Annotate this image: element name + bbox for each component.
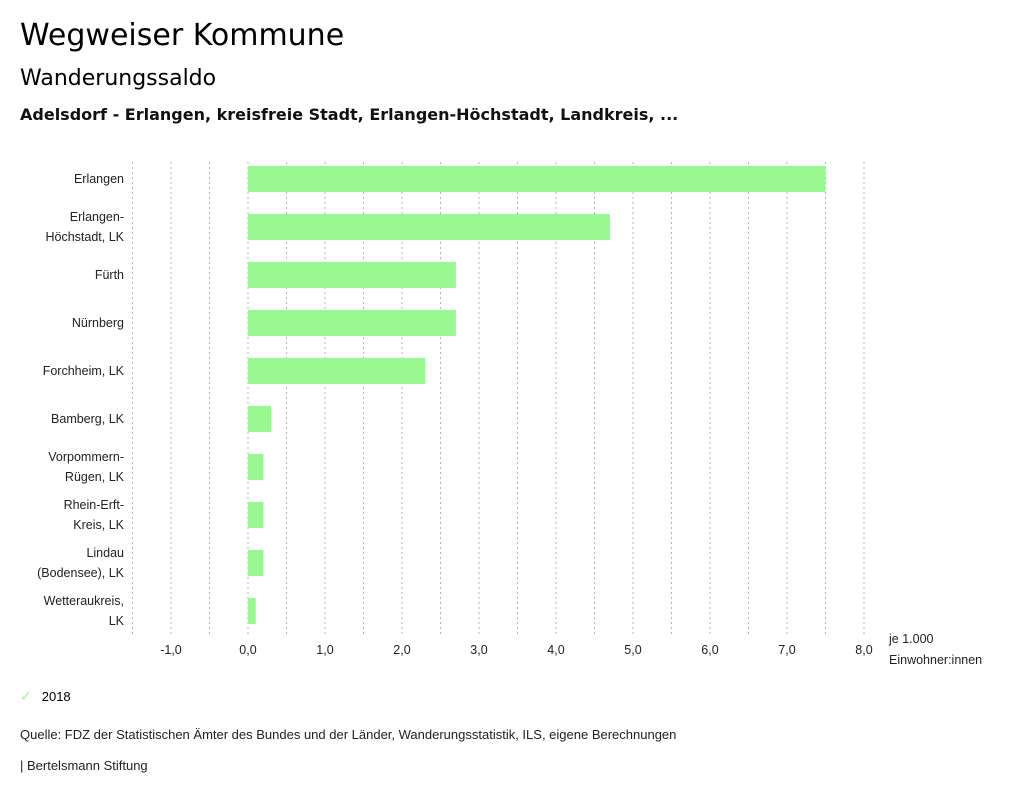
x-tick-label: 1,0 xyxy=(316,643,333,657)
page-title: Wegweiser Kommune xyxy=(20,18,345,53)
x-tick-label: -1,0 xyxy=(160,643,182,657)
x-tick-label: 7,0 xyxy=(778,643,795,657)
legend-item-2018[interactable]: ✓ 2018 xyxy=(20,688,71,705)
bar[interactable] xyxy=(248,214,610,240)
category-label: Vorpommern- xyxy=(48,450,124,464)
bar[interactable] xyxy=(248,406,272,432)
category-label: Nürnberg xyxy=(72,316,124,330)
x-tick-label: 8,0 xyxy=(855,643,872,657)
category-label: Erlangen- xyxy=(70,210,124,224)
bar[interactable] xyxy=(248,454,264,480)
x-axis-label: Einwohner:innen xyxy=(889,653,982,667)
x-tick-labels: -1,0 0,0 1,0 2,0 3,0 4,0 5,0 6,0 7,0 8,0 xyxy=(160,643,873,657)
category-label: Forchheim, LK xyxy=(43,364,125,378)
bars xyxy=(248,166,826,624)
x-tick-label: 4,0 xyxy=(547,643,564,657)
bar[interactable] xyxy=(248,166,826,192)
category-label: Fürth xyxy=(95,268,124,282)
bar-chart: Erlangen Erlangen- Höchstadt, LK Fürth Nürnb… xyxy=(37,162,982,667)
check-icon: ✓ xyxy=(20,688,32,704)
category-label: Bamberg, LK xyxy=(51,412,125,426)
chart-subtitle: Wanderungssaldo xyxy=(20,66,217,91)
credit-note: | Bertelsmann Stiftung xyxy=(20,758,148,773)
bar[interactable] xyxy=(248,502,264,528)
bar[interactable] xyxy=(248,262,456,288)
legend-label: 2018 xyxy=(41,689,71,704)
x-tick-label: 2,0 xyxy=(393,643,410,657)
bar[interactable] xyxy=(248,550,264,576)
category-label: Wetteraukreis, xyxy=(44,594,124,608)
category-label: Höchstadt, LK xyxy=(45,230,124,244)
bar[interactable] xyxy=(248,598,256,624)
x-tick-label: 0,0 xyxy=(239,643,256,657)
x-tick-label: 5,0 xyxy=(624,643,641,657)
category-label: (Bodensee), LK xyxy=(37,566,125,580)
source-note: Quelle: FDZ der Statistischen Ämter des … xyxy=(20,727,677,742)
x-axis-unit-label: je 1.000 Einwohner:innen xyxy=(888,632,982,667)
category-label: Lindau xyxy=(86,546,124,560)
category-label: Erlangen xyxy=(74,172,124,186)
category-labels: Erlangen Erlangen- Höchstadt, LK Fürth Nürnb… xyxy=(37,172,125,628)
bar[interactable] xyxy=(248,358,426,384)
bar[interactable] xyxy=(248,310,456,336)
category-label: Rügen, LK xyxy=(65,470,125,484)
x-axis-label: je 1.000 xyxy=(888,632,934,646)
category-label: Kreis, LK xyxy=(73,518,124,532)
category-label: Rhein-Erft- xyxy=(64,498,124,512)
category-label: LK xyxy=(109,614,125,628)
x-tick-label: 3,0 xyxy=(470,643,487,657)
region-context: Adelsdorf - Erlangen, kreisfreie Stadt, … xyxy=(20,105,679,124)
x-tick-label: 6,0 xyxy=(701,643,718,657)
